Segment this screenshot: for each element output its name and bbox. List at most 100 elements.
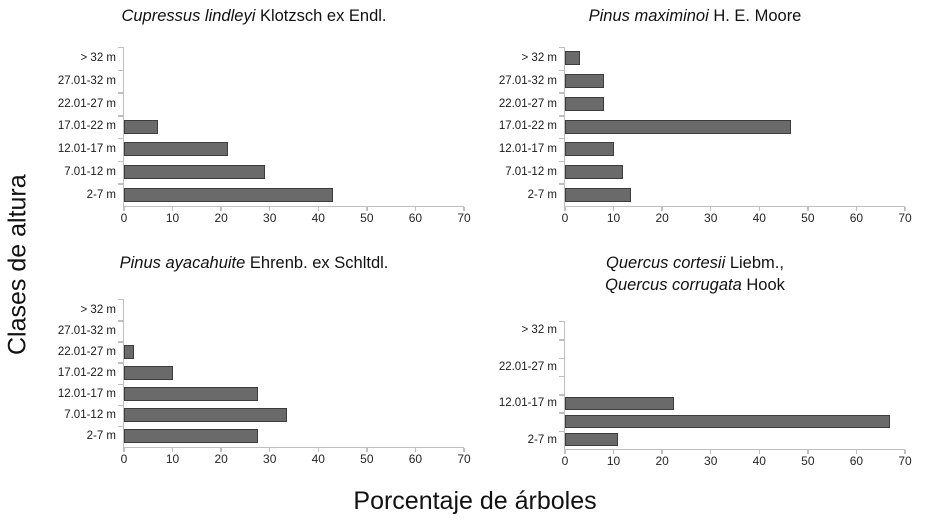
x-tick-label: 10	[165, 452, 180, 466]
x-tick-mark	[123, 448, 125, 452]
category-label: > 32 m	[521, 324, 557, 337]
category-label: 2-7 m	[527, 188, 557, 201]
y-tick-mark	[118, 137, 123, 140]
x-tick-label: 0	[120, 452, 128, 466]
x-tick-label: 50	[360, 211, 374, 225]
bar	[565, 433, 619, 447]
y-tick-mark	[118, 320, 123, 322]
category-label: 27.01-32 m	[57, 75, 116, 88]
y-tick-mark	[118, 299, 123, 301]
y-tick-mark	[118, 160, 123, 162]
y-tick-mark	[559, 115, 564, 117]
panel-title-line: Pinus maximinoi H. E. Moore	[588, 7, 802, 25]
bar	[565, 96, 604, 111]
bar	[565, 187, 631, 202]
category-label: 22.01-27 m	[498, 97, 557, 110]
x-tick-label: 40	[752, 454, 766, 468]
x-tick-mark	[661, 450, 663, 454]
x-tick-mark	[807, 207, 809, 211]
bar	[565, 142, 614, 157]
x-axis-label: Porcentaje de árboles	[353, 487, 597, 515]
y-tick-mark	[118, 92, 123, 94]
chart-area: > 32 m 27.01-32 m 22.01-27 m 17.01-22 m 12.0…	[33, 47, 471, 225]
x-tick-mark	[269, 448, 271, 452]
y-tick-mark	[559, 69, 564, 72]
bar	[565, 74, 604, 89]
y-tick-mark	[559, 339, 564, 341]
x-tick-mark	[710, 450, 712, 454]
category-label: 12.01-17 m	[57, 388, 116, 401]
bar	[124, 187, 333, 202]
x-tick-label: 0	[561, 454, 569, 468]
x-tick-label: 40	[311, 211, 325, 225]
category-label: 7.01-12 m	[64, 165, 116, 178]
x-tick-label: 60	[408, 452, 423, 466]
x-tick-label: 10	[165, 211, 180, 225]
category-labels: > 32 m 22.01-27 m 12.01-17 m 2-7 m	[474, 321, 564, 449]
x-tick-label: 0	[561, 211, 569, 225]
y-tick-mark	[118, 341, 123, 343]
y-tick-mark	[118, 47, 123, 49]
panel-cupressus-lindleyi: Cupressus lindleyi Klotzsch ex Endl. > 3…	[33, 6, 475, 225]
x-tick-mark	[807, 450, 809, 454]
category-label: 12.01-17 m	[57, 143, 116, 156]
x-tick-label: 70	[898, 211, 912, 225]
x-tick-mark	[855, 207, 858, 211]
panel-title: Pinus ayacahuite Ehrenb. ex Schltdl.	[33, 253, 475, 275]
bar	[565, 51, 580, 66]
y-tick-mark	[559, 375, 564, 378]
x-tick-mark	[317, 207, 319, 211]
bar	[124, 142, 229, 157]
y-tick-mark	[559, 160, 564, 162]
y-tick-mark	[559, 92, 564, 94]
y-tick-mark	[118, 115, 123, 117]
x-tick-mark	[317, 448, 319, 452]
y-tick-mark	[118, 404, 123, 407]
category-label	[474, 412, 564, 430]
category-label: 2-7 m	[86, 188, 116, 201]
bar	[124, 344, 134, 359]
x-tick-label: 10	[606, 211, 621, 225]
y-tick-mark	[559, 394, 564, 396]
x-tick-label: 40	[752, 211, 766, 225]
panel-title-line: Pinus ayacahuite Ehrenb. ex Schltdl.	[119, 254, 389, 272]
category-label: > 32 m	[80, 52, 116, 65]
x-tick-mark	[758, 450, 760, 454]
x-tick-mark	[904, 450, 906, 454]
y-tick-mark	[559, 321, 564, 323]
x-tick-mark	[758, 207, 760, 211]
x-tick-mark	[463, 448, 465, 452]
y-tick-mark	[559, 183, 564, 185]
bar	[565, 396, 675, 410]
bar	[565, 414, 891, 429]
category-label: 17.01-22 m	[498, 120, 557, 133]
bar	[124, 366, 173, 380]
x-tick-label: 20	[214, 211, 228, 225]
x-tick-mark	[366, 207, 368, 211]
panel-pinus-ayacahuite: Pinus ayacahuite Ehrenb. ex Schltdl. > 3…	[33, 253, 475, 466]
x-tick-mark	[904, 207, 906, 211]
x-tick-mark	[414, 448, 417, 452]
category-label: 2-7 m	[527, 433, 557, 446]
x-tick-label: 70	[898, 454, 912, 468]
x-tick-mark	[612, 450, 615, 454]
category-label: 12.01-17 m	[498, 143, 557, 156]
category-label: 22.01-27 m	[498, 360, 557, 373]
x-tick-label: 50	[360, 452, 374, 466]
x-tick-label: 20	[214, 452, 228, 466]
category-label: > 32 m	[521, 52, 557, 65]
panel-title-line: Cupressus lindleyi Klotzsch ex Endl.	[121, 7, 387, 25]
category-labels: > 32 m 27.01-32 m 22.01-27 m 17.01-22 m 12.0…	[33, 299, 123, 447]
x-tick-mark	[269, 207, 271, 211]
category-label: 2-7 m	[86, 430, 116, 443]
y-axis-label: Clases de altura	[3, 174, 32, 356]
x-tick-label: 70	[457, 452, 471, 466]
x-tick-mark	[855, 450, 858, 454]
x-tick-label: 60	[849, 454, 864, 468]
y-tick-mark	[559, 430, 564, 433]
y-tick-mark	[118, 383, 123, 385]
y-tick-mark	[118, 69, 123, 72]
category-label: 7.01-12 m	[64, 409, 116, 422]
x-tick-label: 60	[408, 211, 423, 225]
x-tick-label: 20	[655, 211, 669, 225]
